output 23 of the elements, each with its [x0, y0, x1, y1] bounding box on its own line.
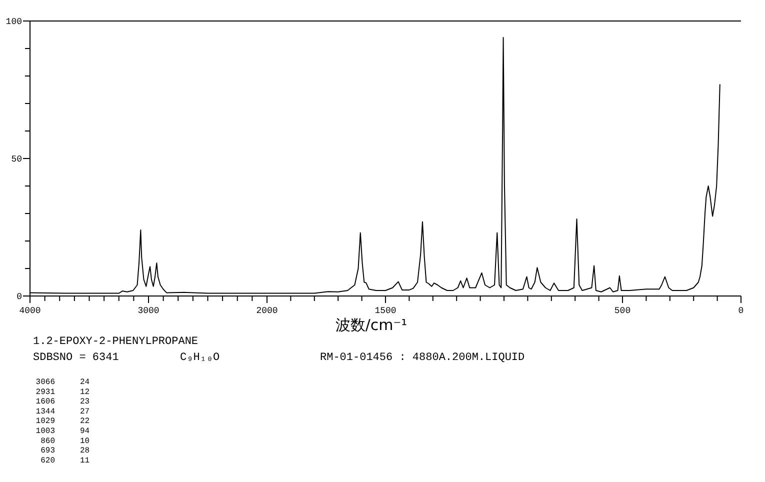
x-tick-label: 3000 [138, 306, 160, 316]
x-tick-label: 4000 [19, 306, 41, 316]
text: RM-01-01456 : 4880A.200M.LIQUID [320, 352, 526, 364]
text: 3066 24 [36, 378, 90, 387]
text: C₉H₁₀O [180, 352, 220, 364]
x-axis-title: 波数/cm⁻¹ [335, 316, 408, 334]
x-tick-label: 1500 [374, 306, 396, 316]
text: 1.2-EPOXY-2-PHENYLPROPANE [33, 336, 198, 348]
text: 1606 23 [36, 398, 90, 407]
text: 1029 22 [36, 417, 90, 426]
text: 693 28 [40, 446, 90, 456]
x-tick-label: 2000 [256, 306, 278, 316]
x-tick-label: 500 [614, 306, 631, 316]
text: 2931 12 [36, 388, 90, 397]
text: 1344 27 [36, 407, 90, 416]
text: 860 10 [40, 436, 90, 446]
y-tick-label: 0 [16, 292, 22, 302]
text: 620 11 [40, 456, 90, 466]
text: 1003 94 [36, 427, 90, 436]
y-tick-label: 50 [11, 154, 22, 164]
x-tick-label: 0 [738, 306, 744, 316]
text: SDBSNO = 6341 [33, 352, 120, 364]
y-tick-label: 100 [6, 17, 22, 27]
